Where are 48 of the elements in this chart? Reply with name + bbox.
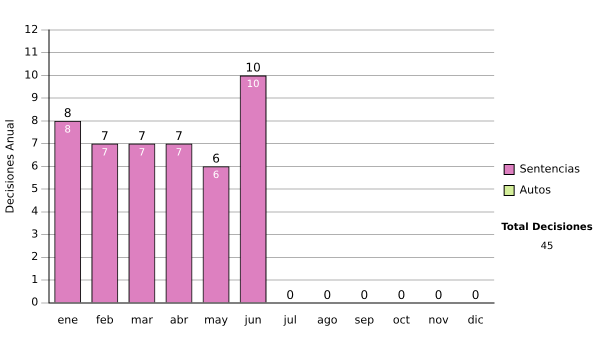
y-axis-title: Decisiones Anual xyxy=(3,119,16,214)
x-tick-label: oct xyxy=(392,313,411,326)
total-label: 7 xyxy=(100,128,109,143)
y-tick-label: 0 xyxy=(31,296,38,309)
x-tick-label: mar xyxy=(130,313,154,326)
y-tick-label: 7 xyxy=(31,136,38,150)
total-label: 8 xyxy=(64,106,72,120)
data-label: 7 xyxy=(176,147,182,158)
data-label: 7 xyxy=(138,147,146,158)
total-label: 7 xyxy=(175,128,183,143)
y-tick-label: 9 xyxy=(31,91,38,104)
x-tick-label: ene xyxy=(57,313,78,326)
legend-label: Sentencias xyxy=(520,162,580,176)
total-label: 0 xyxy=(434,288,442,302)
x-tick-label: jun xyxy=(244,313,262,326)
x-tick-label: ago xyxy=(317,313,338,326)
y-tick-label: 4 xyxy=(31,204,38,218)
text: 45 xyxy=(540,241,554,252)
x-tick-label: dic xyxy=(468,313,484,326)
y-tick-label: 3 xyxy=(31,227,38,240)
data-label: 7 xyxy=(102,147,108,158)
total-label: 7 xyxy=(138,128,146,143)
x-tick-label: abr xyxy=(170,313,189,326)
total-label: 10 xyxy=(245,60,261,75)
y-tick-label: 11 xyxy=(24,46,38,59)
y-tick-label: 10 xyxy=(24,68,38,82)
x-tick-label: may xyxy=(204,313,229,326)
text: Total Decisiones xyxy=(500,222,594,233)
x-tick-label: feb xyxy=(96,313,114,326)
y-tick-label: 1 xyxy=(31,272,38,286)
data-label: 6 xyxy=(212,170,220,181)
total-label: 0 xyxy=(323,288,332,302)
data-label: 10 xyxy=(246,79,260,90)
y-tick-label: 12 xyxy=(24,22,38,36)
x-tick-label: sep xyxy=(354,313,374,326)
total-label: 6 xyxy=(212,152,220,166)
legend-label: Autos xyxy=(520,183,552,196)
total-label: 0 xyxy=(398,288,406,302)
x-tick-label: jul xyxy=(282,313,297,326)
data-label: 8 xyxy=(64,124,71,136)
y-tick-label: 5 xyxy=(31,182,38,195)
y-tick-label: 8 xyxy=(31,114,38,127)
x-tick-label: nov xyxy=(428,313,450,326)
y-tick-label: 2 xyxy=(31,250,38,264)
total-label: 0 xyxy=(472,288,480,302)
total-label: 0 xyxy=(286,288,294,302)
total-label: 0 xyxy=(360,288,368,302)
y-tick-label: 6 xyxy=(31,159,38,172)
